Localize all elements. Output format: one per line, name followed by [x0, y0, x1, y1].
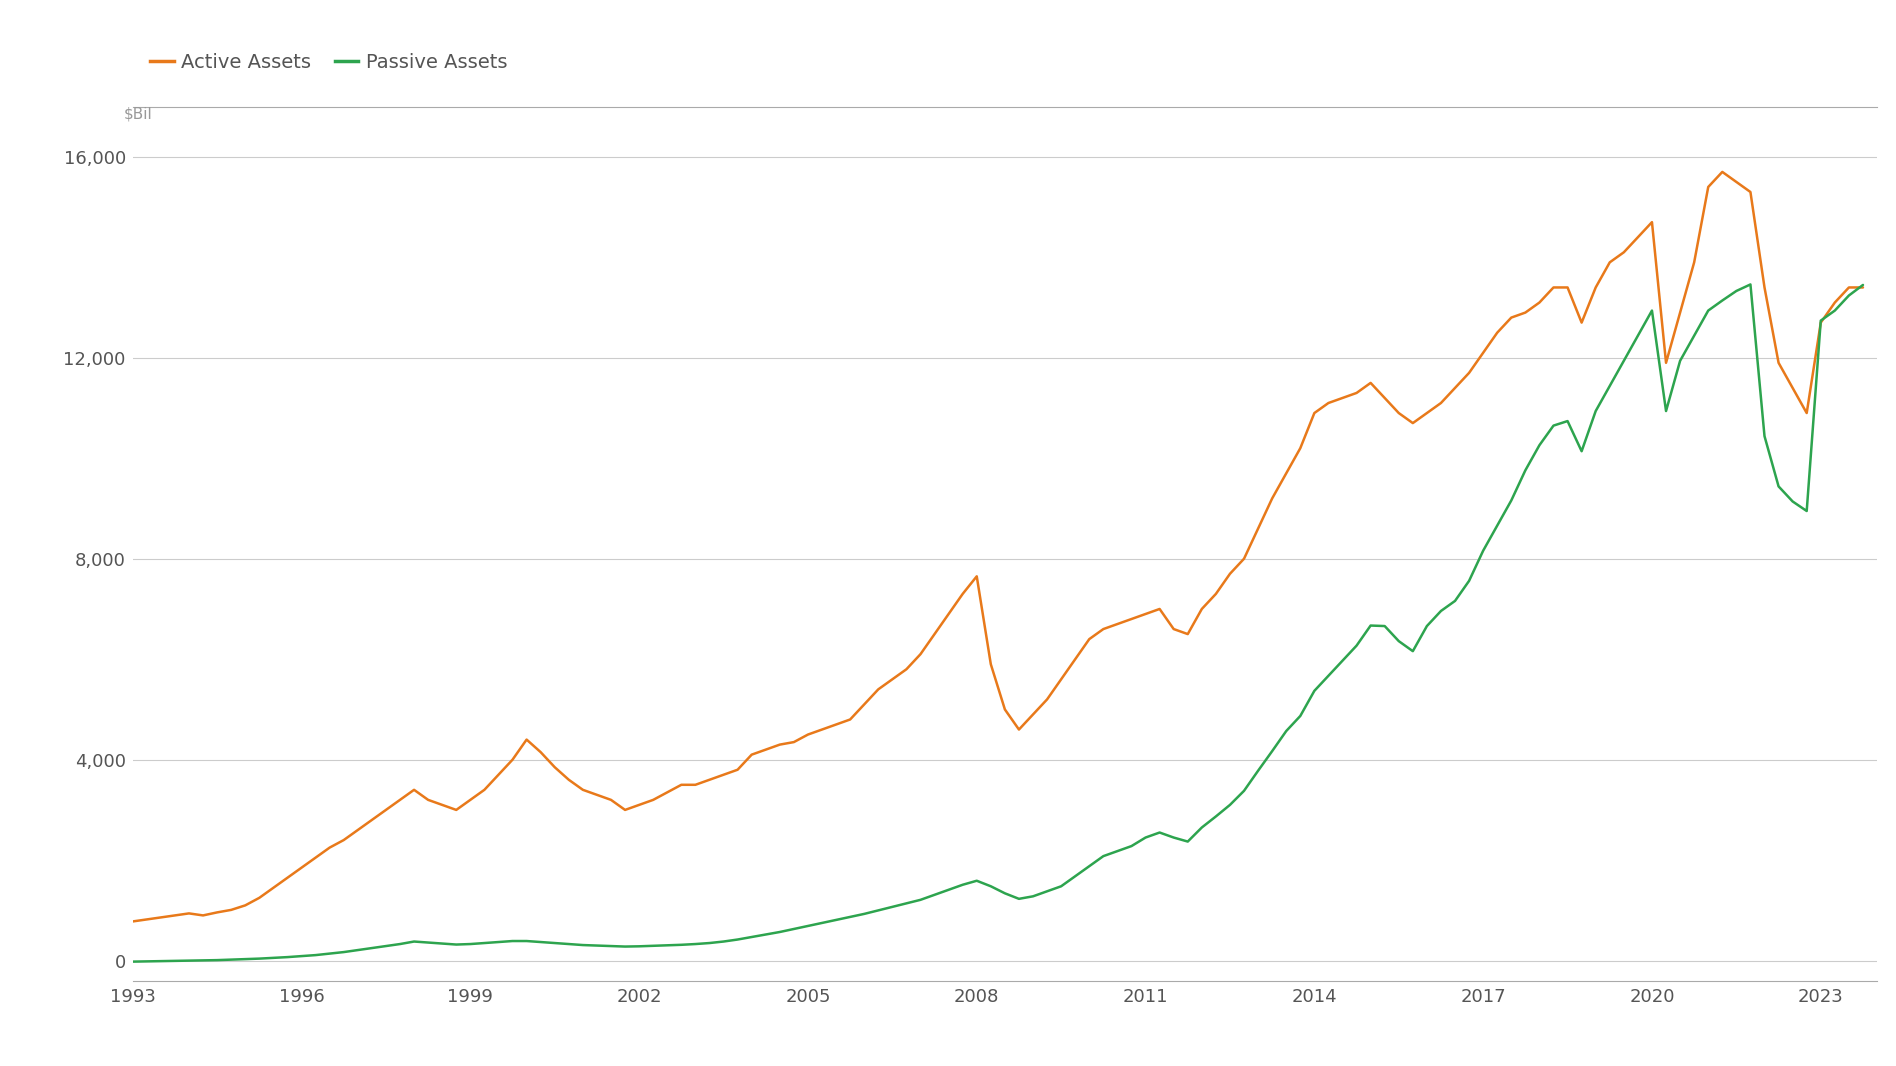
- Active Assets: [446, 804, 468, 817]
- Passive Assets: [446, 938, 468, 951]
- Passive Assets: [1739, 278, 1761, 291]
- Passive Assets: [233, 953, 256, 966]
- Passive Assets: [1852, 278, 1875, 291]
- Active Assets: [882, 673, 904, 685]
- Active Assets: [135, 914, 157, 926]
- Passive Assets: [121, 955, 144, 968]
- Passive Assets: [1121, 840, 1143, 853]
- Legend: Active Assets, Passive Assets: Active Assets, Passive Assets: [142, 45, 516, 79]
- Active Assets: [1121, 613, 1143, 626]
- Active Assets: [1710, 165, 1733, 178]
- Active Assets: [628, 798, 650, 811]
- Active Assets: [1852, 281, 1875, 294]
- Passive Assets: [628, 940, 650, 953]
- Active Assets: [233, 899, 256, 911]
- Line: Passive Assets: Passive Assets: [133, 285, 1864, 962]
- Active Assets: [121, 915, 144, 927]
- Passive Assets: [882, 901, 904, 914]
- Passive Assets: [135, 955, 157, 968]
- Text: $Bil: $Bil: [123, 107, 154, 122]
- Line: Active Assets: Active Assets: [133, 172, 1864, 921]
